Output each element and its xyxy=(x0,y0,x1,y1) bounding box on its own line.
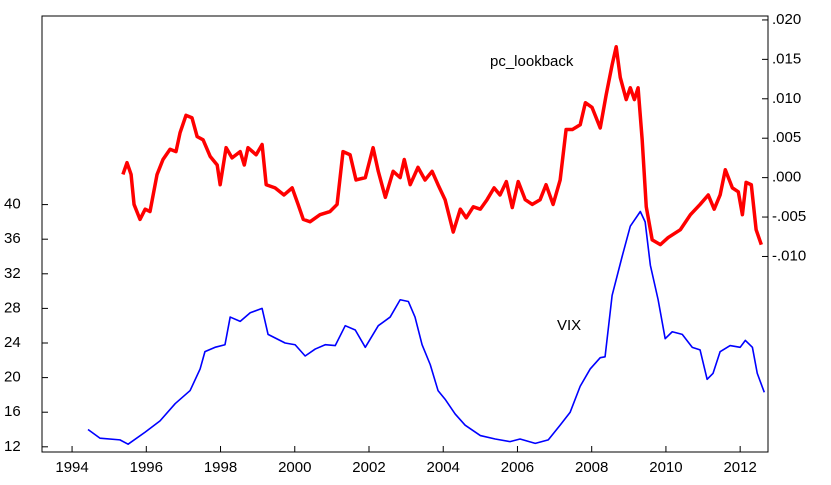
x-tick-label: 2012 xyxy=(723,459,756,476)
y2-tick-label: -.005 xyxy=(772,208,806,225)
plot-frame xyxy=(41,15,769,453)
x-tick-label: 2006 xyxy=(501,459,534,476)
y-tick-label: 40 xyxy=(4,196,21,213)
y2-tick-label: -.010 xyxy=(772,247,806,264)
y-tick-label: 16 xyxy=(4,403,21,420)
series-label: pc_lookback xyxy=(490,53,574,70)
y2-tick-label: .015 xyxy=(772,50,801,67)
x-tick-label: 2008 xyxy=(575,459,608,476)
y2-tick-label: .005 xyxy=(772,129,801,146)
x-tick-label: 2004 xyxy=(427,459,460,476)
series-line xyxy=(87,210,766,446)
y2-tick-label: .020 xyxy=(772,11,801,28)
x-tick-label: 2010 xyxy=(649,459,682,476)
y-tick-label: 36 xyxy=(4,230,21,247)
series-line xyxy=(121,45,763,247)
x-tick-label: 1996 xyxy=(130,459,163,476)
x-tick-label: 2000 xyxy=(278,459,311,476)
x-tick-label: 1998 xyxy=(204,459,237,476)
y2-tick-label: .010 xyxy=(772,90,801,107)
y-tick-label: 12 xyxy=(4,438,21,455)
y2-tick-label: .000 xyxy=(772,169,801,186)
x-tick-label: 2002 xyxy=(352,459,385,476)
y-tick-label: 32 xyxy=(4,265,21,282)
x-tick-label: 1994 xyxy=(55,459,88,476)
y-tick-label: 24 xyxy=(4,334,21,351)
series-label: VIX xyxy=(557,317,581,334)
y-tick-label: 20 xyxy=(4,369,21,386)
y-tick-label: 28 xyxy=(4,299,21,316)
